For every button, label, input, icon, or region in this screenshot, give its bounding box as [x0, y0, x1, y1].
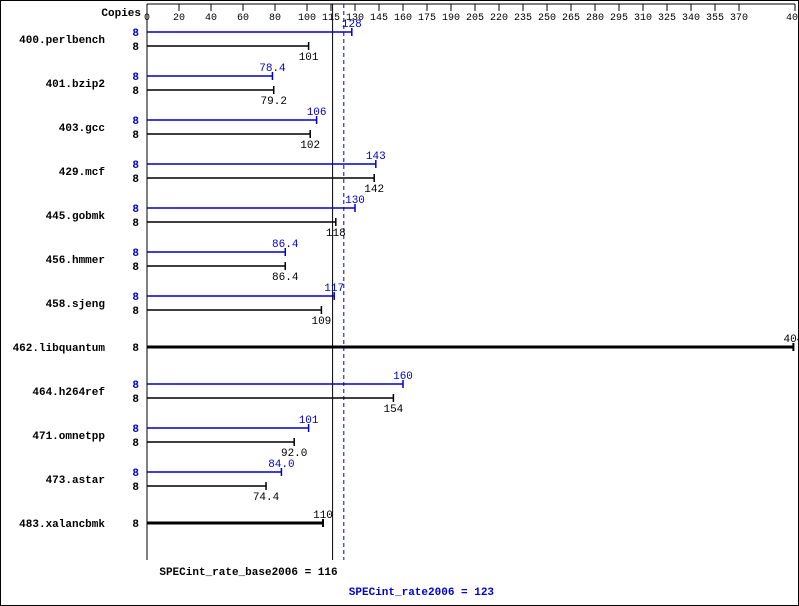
copies-peak: 8 [132, 292, 139, 304]
value-peak: 86.4 [272, 239, 299, 251]
benchmark-label: 456.hmmer [46, 255, 105, 267]
axis-tick-label: 325 [658, 13, 676, 24]
copies-base: 8 [132, 519, 139, 531]
copies-base: 8 [132, 306, 139, 318]
axis-tick-label: 190 [442, 13, 460, 24]
axis-tick-label: 175 [418, 13, 436, 24]
benchmark-label: 400.perlbench [19, 35, 105, 47]
axis-tick-label: 100 [298, 13, 316, 24]
axis-tick-label: 145 [370, 13, 388, 24]
copies-peak: 8 [132, 424, 139, 436]
value-base: 118 [326, 228, 346, 240]
value-peak: 160 [393, 371, 413, 383]
copies-base: 8 [132, 130, 139, 142]
axis-tick-label: 205 [466, 13, 484, 24]
benchmark-label: 462.libquantum [13, 343, 106, 355]
value-base: 74.4 [253, 492, 280, 504]
copies-peak: 8 [132, 204, 139, 216]
axis-tick-label: 355 [706, 13, 724, 24]
copies-base: 8 [132, 262, 139, 274]
axis-tick-label: 265 [562, 13, 580, 24]
copies-peak: 8 [132, 380, 139, 392]
value-base: 109 [311, 316, 331, 328]
axis-tick-label: 370 [730, 13, 748, 24]
value-peak: 106 [307, 107, 327, 119]
spec-rate-chart: 0204060801001151301451601751902052202352… [0, 0, 799, 606]
axis-tick-label: 20 [173, 13, 185, 24]
value-peak: 101 [299, 415, 319, 427]
summary-peak: SPECint_rate2006 = 123 [349, 587, 495, 599]
value-base: 154 [383, 404, 403, 416]
axis-tick-label: 115 [322, 13, 340, 24]
copies-peak: 8 [132, 248, 139, 260]
value-base: 404 [783, 334, 799, 346]
axis-tick-label: 40 [205, 13, 217, 24]
benchmark-label: 445.gobmk [46, 211, 106, 223]
axis-tick-label: 295 [610, 13, 628, 24]
axis-tick-label: 220 [490, 13, 508, 24]
axis-tick-label: 80 [269, 13, 281, 24]
value-peak: 84.0 [268, 459, 294, 471]
axis-tick-label: 160 [394, 13, 412, 24]
value-base: 79.2 [261, 96, 287, 108]
copies-peak: 8 [132, 468, 139, 480]
benchmark-label: 403.gcc [59, 123, 105, 135]
benchmark-label: 458.sjeng [46, 299, 105, 311]
axis-tick-label: 405 [786, 13, 799, 24]
axis-tick-label: 250 [538, 13, 556, 24]
copies-base: 8 [132, 174, 139, 186]
value-base: 102 [300, 140, 320, 152]
value-peak: 143 [366, 151, 386, 163]
copies-base: 8 [132, 482, 139, 494]
axis-header-copies: Copies [101, 8, 141, 20]
axis-tick-label: 340 [682, 13, 700, 24]
benchmark-label: 483.xalancbmk [19, 519, 105, 531]
value-peak: 78.4 [259, 63, 286, 75]
value-base: 86.4 [272, 272, 299, 284]
axis-tick-label: 60 [237, 13, 249, 24]
copies-base: 8 [132, 218, 139, 230]
copies-base: 8 [132, 86, 139, 98]
benchmark-label: 429.mcf [59, 167, 106, 179]
summary-base: SPECint_rate_base2006 = 116 [159, 567, 337, 579]
value-peak: 128 [342, 19, 362, 31]
value-peak: 117 [324, 283, 344, 295]
axis-tick-label: 310 [634, 13, 652, 24]
benchmark-label: 464.h264ref [32, 387, 105, 399]
value-base: 142 [364, 184, 384, 196]
copies-base: 8 [132, 438, 139, 450]
copies-peak: 8 [132, 116, 139, 128]
benchmark-label: 471.omnetpp [32, 431, 105, 443]
value-base: 101 [299, 52, 319, 64]
copies-peak: 8 [132, 28, 139, 40]
copies-base: 8 [132, 343, 139, 355]
copies-peak: 8 [132, 72, 139, 84]
copies-base: 8 [132, 394, 139, 406]
axis-tick-label: 280 [586, 13, 604, 24]
benchmark-label: 473.astar [46, 475, 105, 487]
value-base: 110 [313, 510, 333, 522]
benchmark-label: 401.bzip2 [46, 79, 105, 91]
axis-tick-label: 235 [514, 13, 532, 24]
copies-peak: 8 [132, 160, 139, 172]
copies-base: 8 [132, 42, 139, 54]
value-peak: 130 [345, 195, 365, 207]
